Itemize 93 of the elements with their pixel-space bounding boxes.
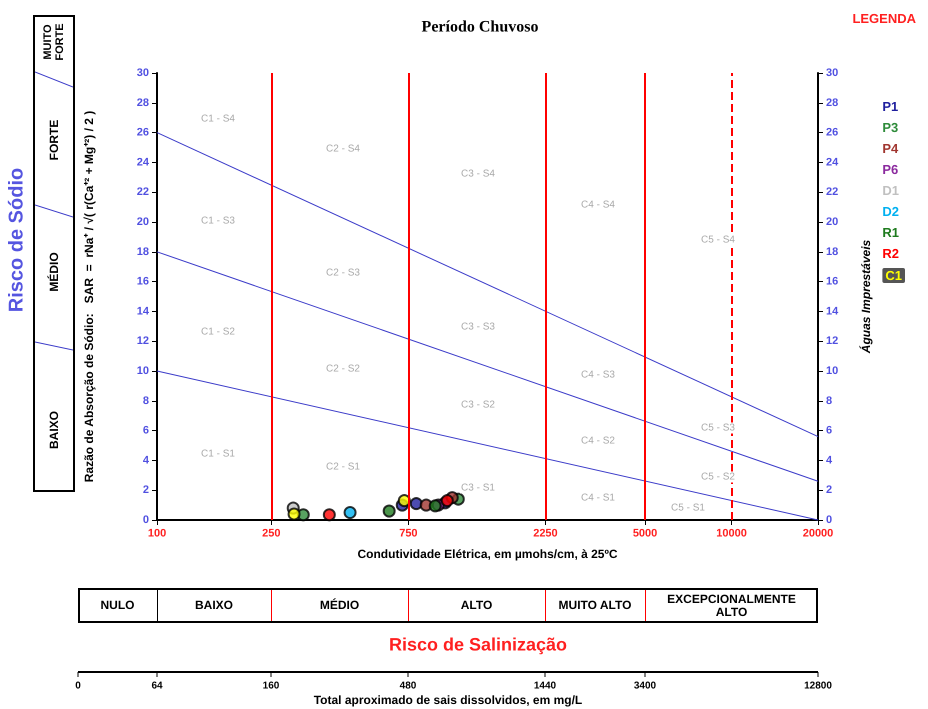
text: 12800 xyxy=(804,680,832,692)
annotation: C4 - S3 xyxy=(580,370,616,380)
text: 480 xyxy=(400,680,416,692)
y2-tick-label: 6 xyxy=(826,424,832,437)
text: MÉDIO xyxy=(318,597,360,614)
annotation: C5 - S1 xyxy=(670,502,706,514)
y2-tick-label: 0 xyxy=(826,514,832,526)
y-tick-label: 12 xyxy=(136,335,149,348)
x-tick-label: 250 xyxy=(262,528,280,540)
text: Risco de Salinização xyxy=(388,634,568,656)
legend-title: LEGENDA xyxy=(852,11,917,26)
text: R2 xyxy=(882,246,900,261)
annotation: C1 - S4 xyxy=(200,114,236,124)
x-tick-label: 2250 xyxy=(533,528,558,540)
annotation: C2 - S2 xyxy=(325,364,361,374)
annotation: C5 - S2 xyxy=(700,472,736,482)
x-tick-label: 5000 xyxy=(632,528,658,540)
text: NULO xyxy=(100,597,136,614)
y2-tick-label: 16 xyxy=(826,276,838,288)
y-tick-label: 2 xyxy=(142,484,149,496)
y2-tick-label: 28 xyxy=(826,96,838,109)
annotation: C2 - S4 xyxy=(325,144,361,154)
text: Total aproximado de sais dissolvidos, em mg/L xyxy=(314,693,582,707)
annotation: C1 - S2 xyxy=(200,326,236,338)
y2-tick-label: 8 xyxy=(826,394,832,407)
text: C1 xyxy=(885,268,902,283)
y2-tick-label: 12 xyxy=(826,335,838,348)
x-tick-label: 20000 xyxy=(802,528,834,540)
y2-tick-label: 22 xyxy=(826,186,838,198)
y2-tick-label: 18 xyxy=(826,246,838,258)
y-tick-label: 24 xyxy=(136,156,150,168)
y-tick-label: 28 xyxy=(136,96,149,109)
annotation: C5 - S4 xyxy=(700,234,736,246)
y-tick-label: 14 xyxy=(136,305,150,318)
text: 1440 xyxy=(534,680,556,692)
y-tick-label: 16 xyxy=(136,276,149,288)
annotation: C2 - S1 xyxy=(325,462,361,472)
y2-tick-label: 26 xyxy=(826,126,838,139)
y-tick-label: 26 xyxy=(136,126,149,139)
text: BAIXO xyxy=(194,597,234,614)
y-tick-label: 20 xyxy=(136,216,149,228)
x-tick-label: 750 xyxy=(399,528,418,540)
y2-tick-label: 24 xyxy=(826,156,840,168)
text: P4 xyxy=(882,141,900,156)
y-tick-label: 6 xyxy=(142,424,149,437)
text: EXCEPCIONALMENTE ALTO xyxy=(666,590,797,620)
text: 160 xyxy=(262,680,280,692)
text: P3 xyxy=(882,120,898,135)
y2-tick-label: 30 xyxy=(826,67,838,79)
text: ALTO xyxy=(460,597,494,614)
annotation: C4 - S2 xyxy=(580,436,616,446)
text: Risco de Sódio xyxy=(6,168,28,312)
y2-tick-label: 10 xyxy=(826,365,838,377)
y-tick-label: 8 xyxy=(142,394,149,407)
text: FORTE xyxy=(47,120,61,160)
text: R1 xyxy=(882,225,900,240)
text: MUITO ALTO xyxy=(558,597,632,614)
x-axis-title: Condutividade Elétrica, em µmohs/cm, à 25ºC xyxy=(357,547,618,561)
y2-tick-label: 4 xyxy=(826,454,833,466)
y2-tick-label: 14 xyxy=(826,305,840,318)
text: P6 xyxy=(882,162,898,177)
text: 0 xyxy=(75,680,81,692)
y-axis-title: Razão de Absorção de Sódio: SAR = rNa⁺ / √( r(Ca⁺² + Mg⁺²) / 2 ) xyxy=(82,110,96,482)
x-tick-label: 10000 xyxy=(716,528,747,540)
x-tick-label: 100 xyxy=(148,528,166,540)
annotation: C3 - S2 xyxy=(460,400,496,410)
text: MUITO FORTE xyxy=(42,23,66,61)
annotation: C3 - S1 xyxy=(460,482,496,494)
annotation: C2 - S3 xyxy=(325,268,361,278)
annotation: C4 - S4 xyxy=(580,200,616,210)
annotation: C3 - S4 xyxy=(460,168,496,180)
text: BAIXO xyxy=(47,410,61,450)
y-tick-label: 30 xyxy=(136,67,149,79)
text: D1 xyxy=(882,183,900,198)
annotation: C5 - S3 xyxy=(700,422,736,434)
annotation: C4 - S1 xyxy=(580,492,616,504)
chart-title: Período Chuvoso xyxy=(422,18,538,36)
y-tick-label: 0 xyxy=(142,514,149,526)
text: P1 xyxy=(882,99,898,114)
annotation: C3 - S3 xyxy=(460,322,496,332)
y2-axis-title: Águas Imprestáveis xyxy=(859,239,873,354)
y2-tick-label: 2 xyxy=(826,484,832,496)
annotation: C1 - S1 xyxy=(200,448,236,460)
text: D2 xyxy=(882,204,900,219)
y-tick-label: 22 xyxy=(136,186,149,198)
y2-tick-label: 20 xyxy=(826,216,838,228)
text: MÉDIO xyxy=(47,252,61,292)
text: 64 xyxy=(151,680,163,692)
y-tick-label: 4 xyxy=(142,454,150,466)
y-tick-label: 18 xyxy=(136,246,149,258)
y-tick-label: 10 xyxy=(136,365,149,377)
annotation: C1 - S3 xyxy=(200,216,236,226)
text: 3400 xyxy=(634,680,656,692)
